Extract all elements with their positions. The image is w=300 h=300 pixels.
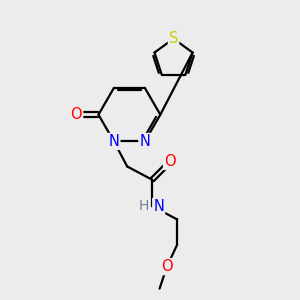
Text: N: N	[153, 199, 164, 214]
Text: S: S	[169, 31, 178, 46]
Text: N: N	[109, 134, 119, 149]
Text: N: N	[140, 134, 150, 149]
Text: O: O	[70, 107, 82, 122]
Text: H: H	[139, 199, 149, 213]
Text: O: O	[164, 154, 176, 169]
Text: O: O	[161, 259, 173, 274]
